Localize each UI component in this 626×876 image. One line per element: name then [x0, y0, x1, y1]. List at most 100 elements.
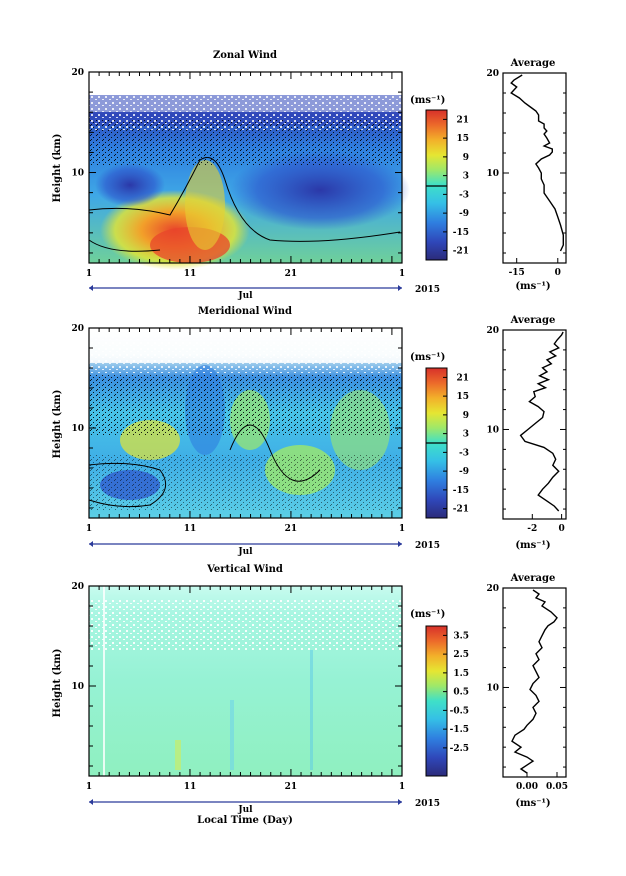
zonal-colorbar — [425, 109, 448, 261]
x-tick-label: 11 — [184, 782, 197, 792]
month-label: Jul — [237, 547, 253, 557]
colorbar-tick-label: -1.5 — [450, 725, 469, 735]
colorbar-tick-label: -3 — [459, 190, 469, 200]
year-label: 2015 — [415, 541, 440, 551]
zonal-ylabel: Height (km) — [52, 134, 63, 203]
zonal-average-line — [510, 74, 564, 252]
x-tick-label: 1 — [86, 782, 92, 792]
y-tick-label: 20 — [71, 324, 84, 334]
month-bar-arrow-left — [89, 799, 93, 805]
x-tick-label: 0.00 — [516, 782, 538, 792]
meridional-field — [88, 328, 402, 518]
month-bar-arrow-right — [398, 541, 402, 547]
year-label: 2015 — [415, 285, 440, 295]
x-tick-label: 21 — [285, 269, 298, 279]
x-tick-label: 1 — [86, 269, 92, 279]
y-tick-label: 10 — [71, 682, 84, 692]
meridional-average-line — [519, 331, 564, 512]
zonal-average-xlabel: (ms⁻¹) — [515, 281, 550, 292]
colorbar-tick-label: 15 — [456, 134, 469, 144]
vertical-ylabel: Height (km) — [52, 649, 63, 718]
colorbar-tick-label: -15 — [453, 486, 469, 496]
colorbar-tick-label: -9 — [459, 209, 469, 219]
meridional-ylabel: Height (km) — [52, 390, 63, 459]
colorbar-tick-label: 3 — [463, 172, 469, 182]
colorbar-tick-label: 1.5 — [453, 669, 469, 679]
zonal-field — [88, 72, 410, 270]
vertical-frame — [88, 585, 403, 777]
month-bar-arrow-right — [398, 799, 402, 805]
x-tick-label: 11 — [184, 524, 197, 534]
x-tick-label: 1 — [399, 524, 405, 534]
x-tick-label: -15 — [509, 268, 525, 278]
x-tick-label: 21 — [285, 524, 298, 534]
meridional-average-axes: 20 10 -2 0 — [486, 326, 566, 534]
y-tick-label: 20 — [71, 68, 84, 78]
month-bar-arrow-left — [89, 541, 93, 547]
x-axis-label: Local Time (Day) — [197, 815, 293, 826]
zonal-colorbar-ticks: 21 15 9 3 -3 -9 -15 -21 — [443, 115, 469, 257]
colorbar-tick-label: -0.5 — [450, 706, 469, 716]
colorbar-tick-label: 21 — [456, 115, 469, 125]
y-tick-label: 20 — [486, 326, 499, 336]
zonal-title: Zonal Wind — [213, 50, 277, 61]
month-bar-arrow-right — [398, 285, 402, 291]
colorbar-tick-label: -2.5 — [450, 744, 469, 754]
colorbar-tick-label: 21 — [456, 373, 469, 383]
x-tick-label: 0.05 — [546, 782, 568, 792]
x-tick-label: 0 — [558, 524, 564, 534]
zonal-average-frame — [502, 72, 567, 264]
meridional-average-xlabel: (ms⁻¹) — [515, 540, 550, 551]
colorbar-tick-label: 0.5 — [453, 688, 469, 698]
month-label: Jul — [237, 805, 253, 815]
zonal-average-axes: 20 10 -15 0 — [486, 69, 566, 278]
y-tick-label: 10 — [486, 683, 499, 693]
zonal-average-title: Average — [510, 58, 556, 69]
vertical-average-axes: 20 10 0.00 0.05 — [486, 584, 567, 792]
y-tick-label: 20 — [71, 582, 84, 592]
y-tick-label: 20 — [486, 69, 499, 79]
colorbar-tick-label: -21 — [453, 247, 469, 257]
meridional-average-title: Average — [510, 315, 556, 326]
colorbar-tick-label: -9 — [459, 467, 469, 477]
y-tick-label: 20 — [486, 584, 499, 594]
colorbar-tick-label: -15 — [453, 228, 469, 238]
month-label: Jul — [237, 291, 253, 301]
colorbar-tick-label: -3 — [459, 448, 469, 458]
y-tick-label: 10 — [486, 425, 499, 435]
meridional-frame — [88, 327, 403, 519]
colorbar-tick-label: 2.5 — [453, 650, 469, 660]
vertical-average-frame — [502, 587, 567, 778]
y-tick-label: 10 — [486, 169, 499, 179]
vertical-colorbar — [425, 625, 448, 777]
colorbar-tick-label: 9 — [463, 411, 469, 421]
meridional-title: Meridional Wind — [198, 306, 292, 317]
colorbar-tick-label: 3.5 — [453, 631, 469, 641]
month-bar-arrow-left — [89, 285, 93, 291]
zonal-frame — [88, 71, 403, 264]
y-tick-label: 10 — [71, 424, 84, 434]
x-tick-label: 1 — [399, 782, 405, 792]
vertical-average-line — [511, 589, 558, 774]
x-tick-label: 1 — [86, 524, 92, 534]
x-tick-label: -2 — [527, 524, 537, 534]
colorbar-tick-label: -21 — [453, 505, 469, 515]
year-label: 2015 — [415, 799, 440, 809]
x-tick-label: 1 — [399, 269, 405, 279]
vertical-colorbar-ticks: 3.5 2.5 1.5 0.5 -0.5 -1.5 -2.5 — [443, 631, 469, 754]
y-tick-label: 10 — [71, 169, 84, 179]
meridional-colorbar-unit: (ms⁻¹) — [410, 352, 445, 363]
vertical-colorbar-unit: (ms⁻¹) — [410, 609, 445, 620]
meridional-colorbar-ticks: 21 15 9 3 -3 -9 -15 -21 — [443, 373, 469, 515]
x-tick-label: 11 — [184, 269, 197, 279]
vertical-field — [89, 586, 402, 776]
vertical-average-xlabel: (ms⁻¹) — [515, 798, 550, 809]
colorbar-tick-label: 9 — [463, 153, 469, 163]
vertical-average-title: Average — [510, 573, 556, 584]
meridional-average-frame — [502, 329, 567, 520]
colorbar-tick-label: 15 — [456, 392, 469, 402]
x-tick-label: 0 — [555, 268, 561, 278]
